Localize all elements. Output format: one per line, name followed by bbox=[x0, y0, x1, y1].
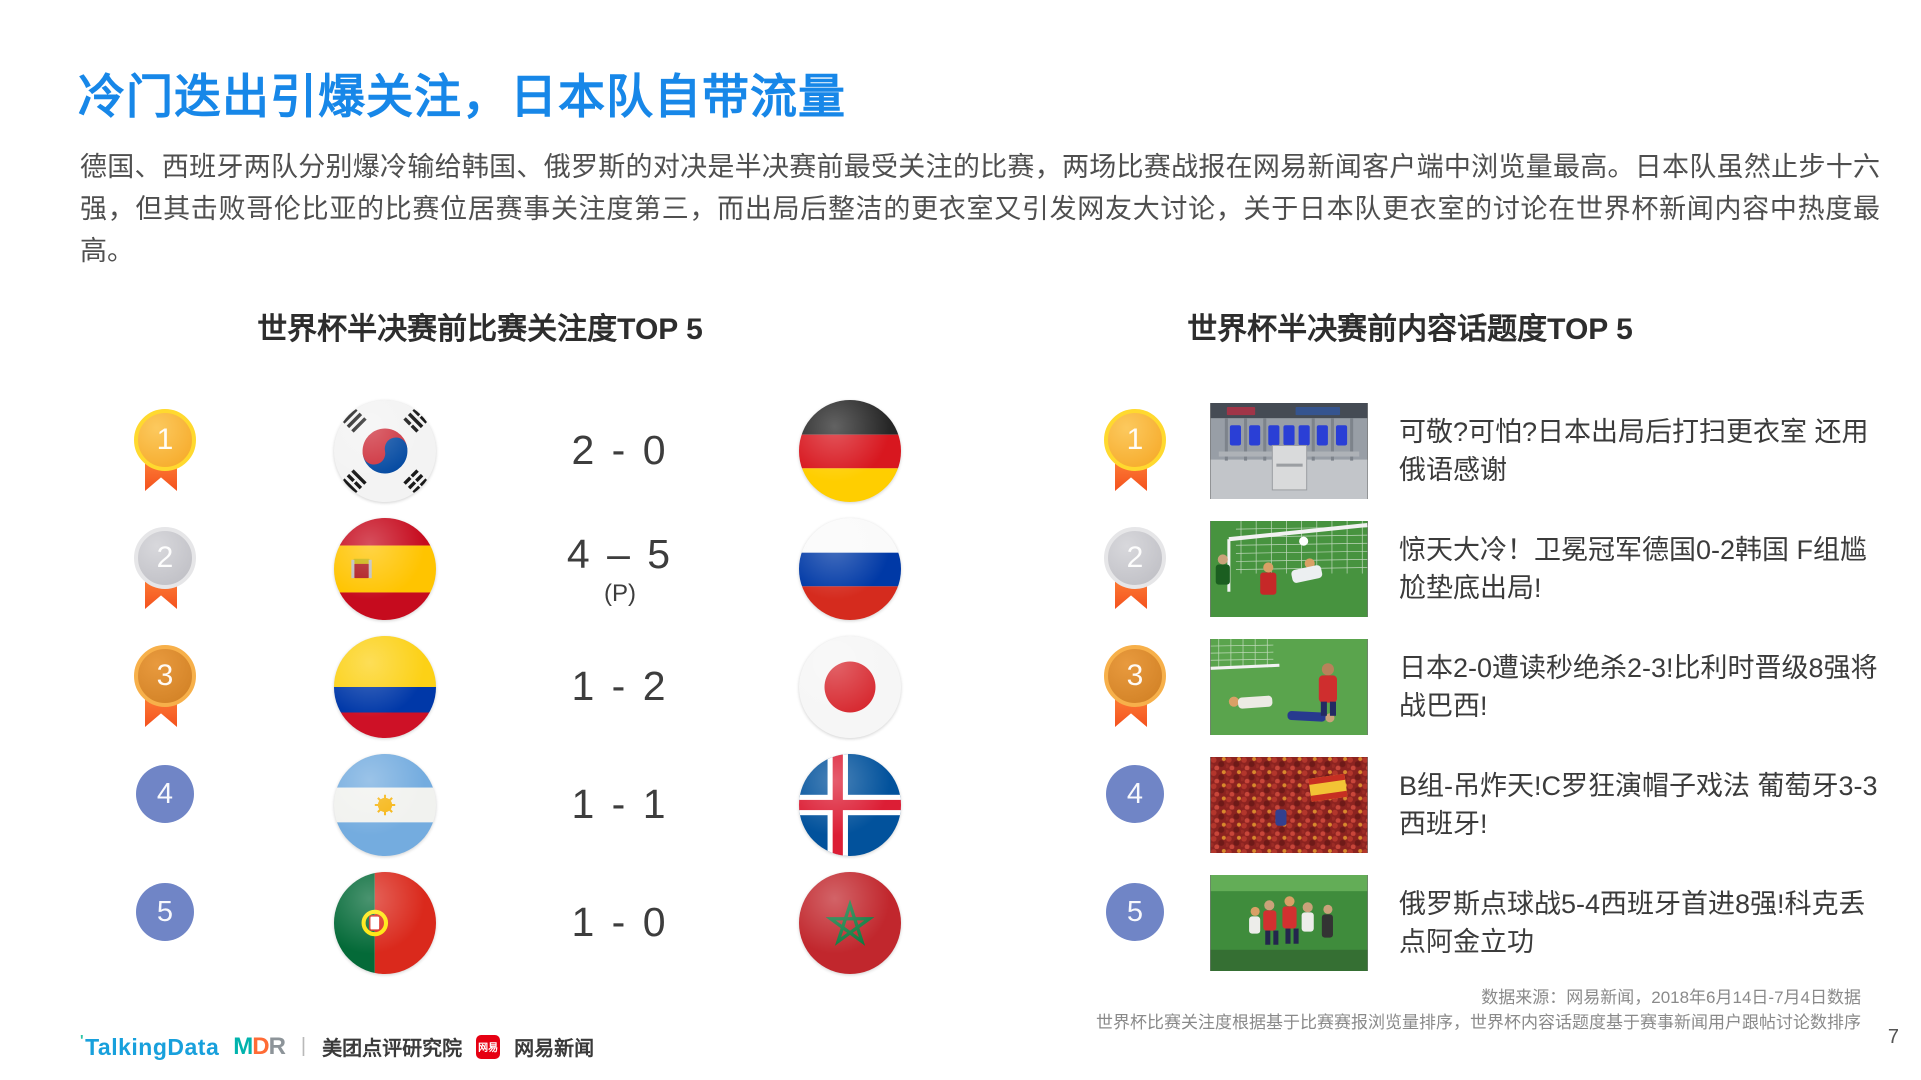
gold-medal-icon: 1 bbox=[1100, 401, 1170, 501]
news-row: 1 可敬?可怕?日本出局后打扫更衣室 还用俄语感谢 bbox=[1060, 392, 1880, 510]
news-row: 2 惊天大冷！卫冕冠军德国0-2韩国 F组尴尬垫底出局! bbox=[1060, 510, 1880, 628]
rank-number: 1 bbox=[156, 423, 174, 456]
source-line-2: 世界杯比赛关注度根据基于比赛赛报浏览量排序，世界杯内容话题度基于赛事新闻用户跟帖… bbox=[1096, 1012, 1861, 1032]
score-value: 4 – 5 bbox=[566, 530, 674, 577]
right-section-title: 世界杯半决赛前内容话题度TOP 5 bbox=[1187, 313, 1633, 346]
talkingdata-tick-icon: ' bbox=[80, 1032, 85, 1049]
silver-medal-icon: 2 bbox=[130, 519, 200, 619]
gold-medal-icon: 1 bbox=[130, 401, 200, 501]
score-value: 1 - 0 bbox=[571, 898, 669, 945]
rank-4-badge: 4 bbox=[130, 755, 200, 855]
rank-number: 3 bbox=[156, 659, 174, 692]
page-number: 7 bbox=[1887, 1026, 1899, 1048]
score-value: 1 - 2 bbox=[571, 662, 669, 709]
match-row: 2 4 – 5 (P) bbox=[80, 510, 980, 628]
rank-4-badge: 4 bbox=[1100, 755, 1170, 855]
flag-portugal-icon bbox=[334, 872, 436, 974]
news-row: 5 俄罗斯点球战5-4西班牙首进8强!科克丢点阿金立功 bbox=[1060, 864, 1880, 982]
meituan-dianping-institute-logo: 美团点评研究院 bbox=[322, 1038, 463, 1060]
match-score: 1 - 0 bbox=[520, 899, 720, 948]
intro-paragraph: 德国、西班牙两队分别爆冷输给韩国、俄罗斯的对决是半决赛前最受关注的比赛，两场比赛… bbox=[80, 152, 1880, 267]
news-row: 3 日本2-0遭读秒绝杀2-3!比利时晋级8强将战巴西! bbox=[1060, 628, 1880, 746]
rank-number: 4 bbox=[1126, 777, 1144, 810]
left-section-title: 世界杯半决赛前比赛关注度TOP 5 bbox=[257, 313, 703, 346]
news-title: 可敬?可怕?日本出局后打扫更衣室 还用俄语感谢 bbox=[1399, 416, 1869, 485]
rank-number: 5 bbox=[156, 895, 174, 928]
flag-iceland-icon bbox=[799, 754, 901, 856]
page-title: 冷门迭出引爆关注，日本队自带流量 bbox=[78, 70, 846, 123]
news-thumbnail-red-fans bbox=[1210, 757, 1368, 853]
bronze-medal-icon: 3 bbox=[1100, 637, 1170, 737]
flag-spain-icon bbox=[334, 518, 436, 620]
news-thumbnail-celebration bbox=[1210, 875, 1368, 971]
flag-morocco-icon bbox=[799, 872, 901, 974]
news-row: 4 B组-吊炸天!C罗狂演帽子戏法 葡萄牙3-3西班牙! bbox=[1060, 746, 1880, 864]
news-thumbnail-goal-scene bbox=[1210, 521, 1368, 617]
news-title: B组-吊炸天!C罗狂演帽子戏法 葡萄牙3-3西班牙! bbox=[1399, 770, 1878, 839]
netease-app-icon: 网易 bbox=[476, 1034, 501, 1059]
rank-number: 2 bbox=[1126, 541, 1144, 574]
match-row: 1 2 - 0 bbox=[80, 392, 980, 510]
match-score: 4 – 5 (P) bbox=[520, 531, 720, 608]
netease-news-logo: 网易新闻 bbox=[514, 1038, 595, 1060]
rank-number: 5 bbox=[1126, 895, 1144, 928]
match-row: 3 1 - 2 bbox=[80, 628, 980, 746]
rank-5-badge: 5 bbox=[130, 873, 200, 973]
match-score: 1 - 1 bbox=[520, 781, 720, 830]
talkingdata-logo: 'TalkingData bbox=[80, 1032, 220, 1060]
mdr-logo: MDR bbox=[233, 1032, 286, 1060]
flag-south-korea-icon bbox=[334, 400, 436, 502]
match-score: 1 - 2 bbox=[520, 663, 720, 712]
source-line-1: 数据来源：网易新闻，2018年6月14日-7月4日数据 bbox=[1481, 988, 1861, 1007]
news-thumbnail-locker-room bbox=[1210, 403, 1368, 499]
rank-number: 3 bbox=[1126, 659, 1144, 692]
match-score: 2 - 0 bbox=[520, 427, 720, 476]
rank-number: 1 bbox=[1126, 423, 1144, 456]
rank-number: 2 bbox=[156, 541, 174, 574]
news-thumbnail-dejected-players bbox=[1210, 639, 1368, 735]
flag-colombia-icon bbox=[334, 636, 436, 738]
flag-russia-icon bbox=[799, 518, 901, 620]
footer-logos: 'TalkingData MDR | 美团点评研究院 网易 网易新闻 bbox=[80, 1032, 594, 1061]
flag-japan-icon bbox=[799, 636, 901, 738]
match-attention-list: 1 2 - 0 bbox=[80, 392, 980, 982]
match-row: 4 1 - 1 bbox=[80, 746, 980, 864]
news-title: 俄罗斯点球战5-4西班牙首进8强!科克丢点阿金立功 bbox=[1399, 888, 1866, 957]
flag-argentina-icon bbox=[334, 754, 436, 856]
news-title: 日本2-0遭读秒绝杀2-3!比利时晋级8强将战巴西! bbox=[1399, 652, 1878, 721]
bronze-medal-icon: 3 bbox=[130, 637, 200, 737]
news-title: 惊天大冷！卫冕冠军德国0-2韩国 F组尴尬垫底出局! bbox=[1399, 534, 1868, 603]
logo-separator: | bbox=[300, 1035, 307, 1057]
rank-number: 4 bbox=[156, 777, 174, 810]
rank-5-badge: 5 bbox=[1100, 873, 1170, 973]
data-source-notes: 数据来源：网易新闻，2018年6月14日-7月4日数据 世界杯比赛关注度根据基于… bbox=[1096, 986, 1861, 1035]
content-topic-list: 1 可敬?可怕?日本出局后打扫更衣室 还用俄语感谢 2 bbox=[1060, 392, 1880, 982]
match-row: 5 1 - 0 bbox=[80, 864, 980, 982]
silver-medal-icon: 2 bbox=[1100, 519, 1170, 619]
score-note: (P) bbox=[604, 579, 636, 607]
score-value: 2 - 0 bbox=[571, 426, 669, 473]
flag-germany-icon bbox=[799, 400, 901, 502]
score-value: 1 - 1 bbox=[571, 780, 669, 827]
